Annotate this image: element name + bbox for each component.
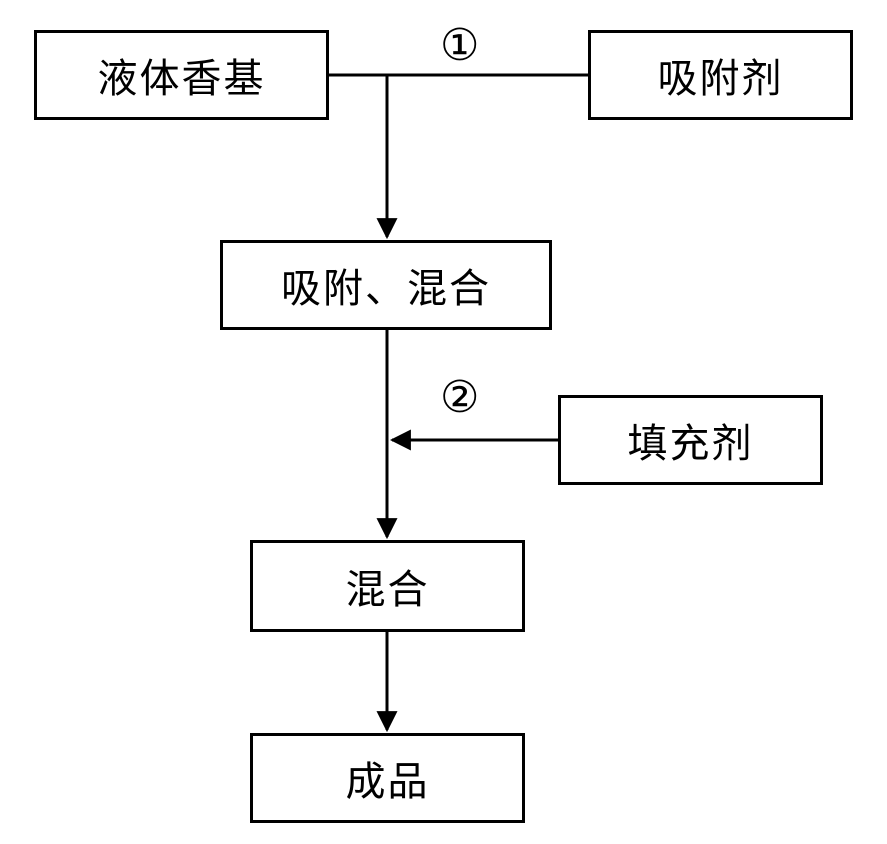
node-filler-label: 填充剂 xyxy=(628,411,754,469)
flowchart-canvas: 液体香基 吸附剂 吸附、混合 填充剂 混合 成品 ① ② xyxy=(0,0,887,844)
node-liquid-base: 液体香基 xyxy=(34,30,329,120)
node-adsorb-mix-label: 吸附、混合 xyxy=(281,256,491,314)
node-product: 成品 xyxy=(250,733,525,823)
step-label-2: ② xyxy=(440,372,479,423)
node-product-label: 成品 xyxy=(346,749,430,807)
node-mix: 混合 xyxy=(250,540,525,632)
node-mix-label: 混合 xyxy=(346,557,430,615)
node-adsorbent: 吸附剂 xyxy=(588,30,853,120)
node-filler: 填充剂 xyxy=(558,395,823,485)
step-label-1: ① xyxy=(440,20,479,71)
node-adsorbent-label: 吸附剂 xyxy=(658,46,784,104)
node-liquid-base-label: 液体香基 xyxy=(98,46,266,104)
node-adsorb-mix: 吸附、混合 xyxy=(220,240,552,330)
